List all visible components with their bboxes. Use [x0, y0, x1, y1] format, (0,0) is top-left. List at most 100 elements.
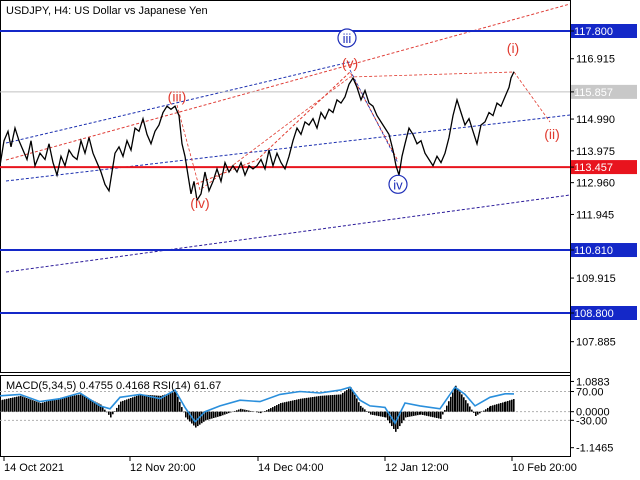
macd-bar — [450, 396, 452, 412]
y-tick-label-5: 113.975 — [576, 146, 615, 158]
macd-bar — [219, 411, 221, 417]
price-line — [0, 71, 515, 202]
macd-bar — [112, 411, 114, 415]
macd-bar — [68, 396, 70, 412]
blue-wave-path — [349, 69, 399, 164]
macd-bar — [215, 411, 217, 418]
macd-bar — [181, 407, 183, 412]
macd-bar — [58, 398, 60, 412]
macd-bar — [475, 411, 477, 416]
macd-bar — [74, 395, 76, 412]
macd-bar — [22, 396, 24, 412]
macd-bar — [507, 400, 509, 412]
x-tick-label-3: 12 Jan 12:00 — [385, 462, 449, 474]
macd-bar — [422, 411, 424, 415]
macd-bar — [330, 395, 332, 412]
macd-bar — [154, 395, 156, 412]
macd-bar — [138, 395, 140, 412]
macd-bar — [424, 411, 426, 416]
macd-bar — [489, 406, 491, 412]
macd-bar — [270, 408, 272, 412]
current-price-tag — [571, 84, 637, 99]
macd-bar — [430, 411, 432, 417]
macd-bar — [136, 395, 138, 412]
macd-bar — [211, 411, 213, 419]
macd-bar — [354, 394, 356, 412]
macd-bar — [346, 390, 348, 412]
x-tick-label-0: 14 Oct 2021 — [4, 462, 64, 474]
macd-bar — [62, 397, 64, 412]
macd-bar — [126, 399, 128, 412]
macd-bar — [336, 394, 338, 412]
macd-bar — [174, 391, 176, 412]
macd-bar — [509, 400, 511, 412]
x-tick-label-2: 14 Dec 04:00 — [258, 462, 323, 474]
macd-bar — [455, 385, 457, 412]
macd-bar — [340, 394, 342, 412]
macd-bar — [12, 397, 14, 412]
macd-bar — [88, 398, 90, 412]
macd-bar — [134, 396, 136, 412]
macd-bar — [389, 411, 391, 424]
macd-bar — [8, 398, 10, 412]
macd-bar — [310, 397, 312, 412]
macd-bar — [362, 407, 364, 412]
macd-bar — [108, 411, 110, 415]
macd-bar — [385, 411, 387, 418]
macd-bar — [498, 403, 500, 412]
macd-bar — [500, 403, 502, 412]
macd-bar — [324, 395, 326, 412]
macd-bar — [440, 411, 442, 419]
macd-bar — [405, 411, 407, 418]
y-tick-label-2: 116.915 — [576, 54, 615, 66]
macd-bar — [36, 401, 38, 412]
macd-bar — [86, 397, 88, 412]
macd-bar — [376, 411, 378, 416]
macd-bar — [170, 392, 172, 412]
macd-bar — [465, 400, 467, 412]
macd-bar — [407, 411, 409, 418]
macd-bar — [332, 394, 334, 412]
macd-bar — [397, 411, 399, 429]
macd-bar — [426, 411, 428, 416]
y-tick-label-10: 109.915 — [576, 273, 616, 285]
level-tag-0 — [571, 24, 637, 38]
macd-bar — [300, 398, 302, 412]
macd-bar — [296, 399, 298, 412]
macd-bar — [366, 411, 368, 412]
macd-bar — [511, 399, 513, 412]
macd-bar — [32, 400, 34, 412]
macd-bar — [26, 398, 28, 412]
macd-bar — [288, 401, 290, 412]
macd-bar — [168, 393, 170, 412]
macd-bar — [18, 396, 20, 412]
macd-bar — [52, 399, 54, 412]
macd-bar — [322, 395, 324, 412]
macd-bar — [104, 409, 106, 412]
macd-bar — [14, 397, 16, 412]
macd-bar — [128, 398, 130, 412]
macd-bar — [496, 404, 498, 412]
macd-bar — [284, 402, 286, 412]
macd-bar — [46, 401, 48, 412]
level-label-3: 108.800 — [574, 308, 614, 320]
level-tag-2 — [571, 243, 637, 258]
macd-bar — [106, 411, 108, 413]
macd-bar — [356, 398, 358, 412]
macd-bar — [78, 394, 80, 412]
macd-bar — [370, 411, 372, 415]
macd-bar — [28, 398, 30, 412]
macd-bar — [477, 411, 479, 415]
macd-bar — [156, 395, 158, 412]
macd-bar — [0, 400, 2, 412]
macd-bar — [399, 411, 401, 427]
level-label-2: 110.810 — [574, 245, 613, 257]
wave-circle-5 — [337, 28, 357, 48]
macd-bar — [461, 394, 463, 412]
macd-bar — [419, 411, 421, 415]
wave-circle-6 — [388, 174, 408, 194]
macd-bar — [120, 401, 122, 412]
macd-bar — [442, 411, 444, 415]
